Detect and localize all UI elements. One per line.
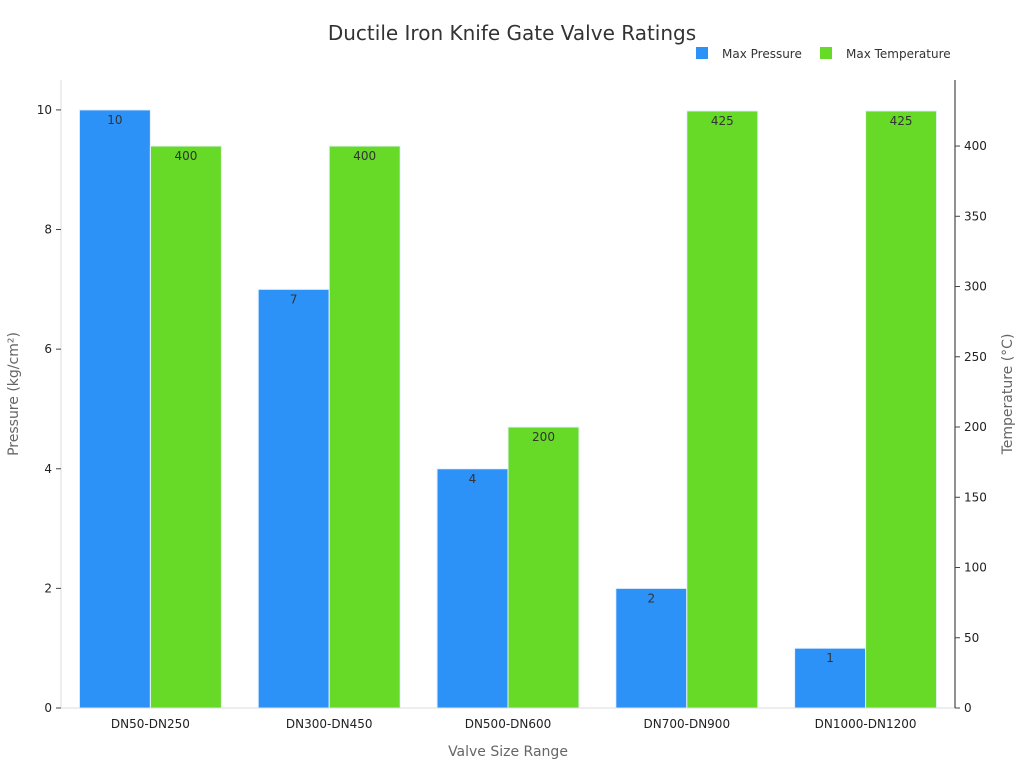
x-tick-label: DN1000-DN1200 xyxy=(815,717,917,731)
bar-temperature xyxy=(865,110,938,709)
legend: Max Pressure Max Temperature xyxy=(696,47,951,61)
y2-tick-label: 50 xyxy=(964,631,979,645)
data-label: 10 xyxy=(107,113,122,127)
data-label: 425 xyxy=(890,114,913,128)
y2-tick-label: 100 xyxy=(964,561,987,575)
legend-label: Max Temperature xyxy=(846,47,951,61)
bar-pressure xyxy=(257,288,330,709)
data-label: 425 xyxy=(711,114,734,128)
bar-temperature xyxy=(328,145,401,709)
bar-pressure xyxy=(436,468,509,709)
data-label: 400 xyxy=(174,149,197,163)
y2-axis-label: Temperature (°C) xyxy=(1000,334,1016,456)
y2-tick-label: 200 xyxy=(964,420,987,434)
bar-pressure xyxy=(615,587,688,709)
x-tick-label: DN700-DN900 xyxy=(644,717,731,731)
x-tick-label: DN50-DN250 xyxy=(111,717,190,731)
y-tick-label: 8 xyxy=(44,223,52,237)
bar-temperature xyxy=(149,145,222,709)
data-label: 4 xyxy=(469,472,477,486)
data-label: 2 xyxy=(647,591,655,605)
y2-tick-label: 300 xyxy=(964,280,987,294)
chart-title: Ductile Iron Knife Gate Valve Ratings xyxy=(328,21,696,45)
bar-pressure xyxy=(794,647,867,709)
y2-tick-label: 0 xyxy=(964,701,972,715)
x-tick-label: DN300-DN450 xyxy=(286,717,373,731)
y-tick-label: 4 xyxy=(44,462,52,476)
y-tick-label: 10 xyxy=(37,103,52,117)
data-label: 7 xyxy=(290,292,298,306)
y-tick-label: 6 xyxy=(44,342,52,356)
y2-tick-label: 350 xyxy=(964,209,987,223)
x-tick-label: DN500-DN600 xyxy=(465,717,552,731)
y2-tick-label: 150 xyxy=(964,490,987,504)
bar-pressure xyxy=(78,109,151,709)
x-axis-label: Valve Size Range xyxy=(448,744,568,760)
y-tick-label: 2 xyxy=(44,581,52,595)
data-label: 200 xyxy=(532,430,555,444)
y2-tick-label: 250 xyxy=(964,350,987,364)
y-tick-label: 0 xyxy=(44,701,52,715)
legend-swatch xyxy=(820,47,832,59)
bar-temperature xyxy=(686,110,759,709)
data-label: 400 xyxy=(353,149,376,163)
bar-temperature xyxy=(507,426,580,709)
legend-swatch xyxy=(696,47,708,59)
legend-label: Max Pressure xyxy=(722,47,802,61)
y2-tick-label: 400 xyxy=(964,139,987,153)
y-axis-label: Pressure (kg/cm²) xyxy=(6,332,22,456)
data-label: 1 xyxy=(826,651,834,665)
